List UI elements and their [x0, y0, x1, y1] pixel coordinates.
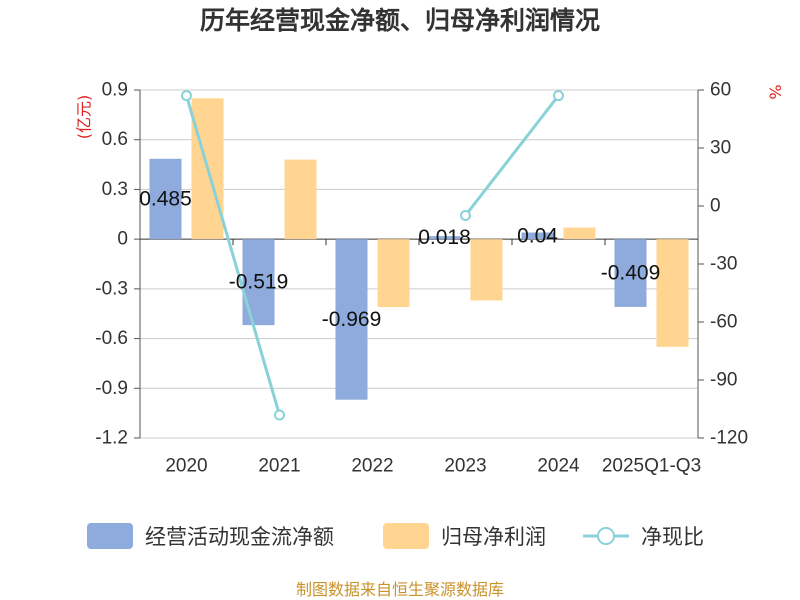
gridlines — [140, 89, 698, 439]
y2-tick-label: -30 — [710, 254, 737, 275]
legend-label-operating-cash-flow: 经营活动现金流净额 — [145, 525, 334, 549]
legend-swatch-net-profit — [383, 523, 429, 549]
legend-item-net-profit: 归母净利润 — [383, 519, 546, 553]
y-tick-label: 0 — [117, 229, 128, 250]
bar-operating-cash-flow — [614, 239, 647, 307]
ratio-point — [553, 90, 564, 102]
bar-operating-cash-flow — [149, 158, 182, 240]
legend: 经营活动现金流净额 归母净利润 净现比 — [0, 519, 800, 553]
data-label: -0.519 — [229, 271, 289, 294]
bar-net-profit — [470, 239, 503, 301]
ratio-point — [460, 209, 471, 221]
ratio-point — [181, 90, 192, 102]
y-tick-label: -0.3 — [95, 278, 128, 299]
ratio-point — [274, 409, 285, 421]
bar-net-profit — [284, 159, 317, 240]
data-labels: 0.485 -0.519 -0.969 0.018 0.04 -0.409 — [139, 187, 660, 330]
y2-tick-label: -60 — [710, 312, 737, 333]
legend-item-operating-cash-flow: 经营活动现金流净额 — [87, 519, 334, 553]
legend-label-net-profit: 归母净利润 — [441, 525, 546, 549]
y2-tick-label: 0 — [710, 196, 721, 217]
data-label: -0.409 — [601, 262, 661, 285]
bar-operating-cash-flow — [428, 236, 461, 240]
legend-item-cash-ratio: 净现比 — [583, 519, 704, 553]
ratio-line-segment — [185, 95, 281, 416]
bar-operating-cash-flow — [335, 239, 368, 400]
legend-line-marker-icon — [583, 527, 629, 545]
y-tick-label: 0.9 — [102, 80, 128, 101]
bar-net-profit — [563, 227, 596, 240]
bar-operating-cash-flow — [521, 232, 554, 240]
bar-net-profit — [656, 239, 689, 347]
y2-tick-label: 30 — [710, 138, 731, 159]
data-label: -0.969 — [322, 308, 382, 331]
source-note: 制图数据来自恒生聚源数据库 — [295, 580, 504, 599]
x-tick-label: 2022 — [351, 456, 393, 477]
ratio-line — [181, 90, 564, 421]
chart-title: 历年经营现金净额、归母净利润情况 — [199, 6, 600, 35]
axes: 0.9 0.6 0.3 0 -0.3 -0.6 -0.9 -1.2 60 30 0 -30 -60 -90… — [95, 80, 748, 477]
legend-swatch-operating-cash-flow — [87, 523, 133, 549]
x-tick-label: 2025Q1-Q3 — [602, 456, 701, 477]
y-tick-label: 0.6 — [102, 129, 128, 150]
x-tick-label: 2024 — [537, 456, 580, 477]
y-axis-title: (亿元) — [75, 95, 94, 140]
data-label: 0.04 — [517, 224, 558, 247]
x-tick-label: 2021 — [258, 456, 300, 477]
y2-tick-label: -120 — [710, 428, 748, 449]
y-tick-label: -0.9 — [95, 378, 128, 399]
legend-label-cash-ratio: 净现比 — [641, 525, 704, 549]
bars — [149, 98, 689, 400]
x-tick-label: 2020 — [165, 456, 207, 477]
data-label: 0.485 — [139, 187, 192, 210]
y-tick-label: 0.3 — [102, 179, 128, 200]
ratio-line-segment — [464, 94, 560, 217]
y2-tick-label: -90 — [710, 370, 737, 391]
x-tick-label: 2023 — [444, 456, 486, 477]
y-tick-label: -1.2 — [95, 428, 128, 449]
data-label: 0.018 — [418, 226, 471, 249]
bar-net-profit — [377, 239, 410, 308]
y2-tick-label: 60 — [710, 80, 731, 101]
y-tick-label: -0.6 — [95, 328, 128, 349]
y2-axis-title: % — [766, 84, 785, 99]
